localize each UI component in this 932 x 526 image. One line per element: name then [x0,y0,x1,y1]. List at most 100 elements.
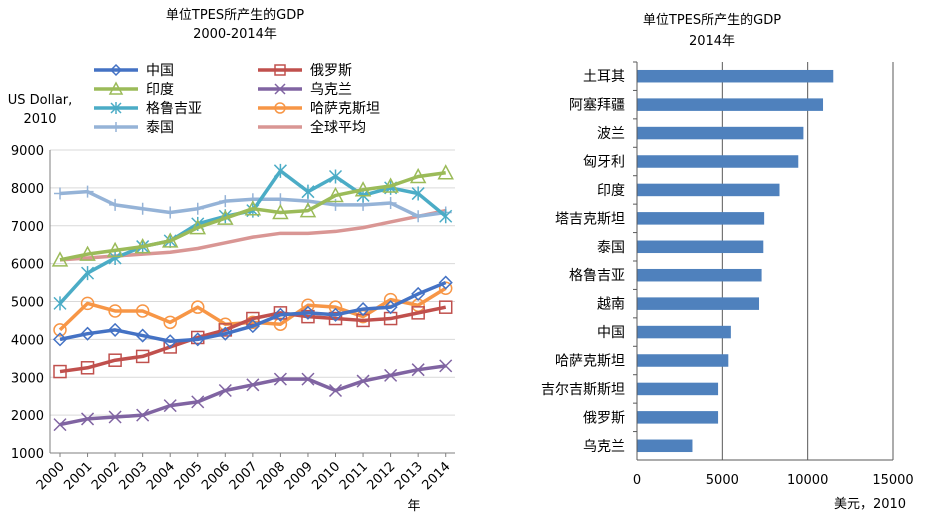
x-tick-label: 2010 [309,459,343,493]
data-point [110,102,122,114]
bar-chart-subtitle: 2014年 [689,34,735,49]
data-point [411,286,426,301]
data-point [439,359,453,373]
legend-label: 哈萨克斯坦 [310,101,380,117]
y-tick-label: 7000 [11,220,44,235]
legend-item: 乌克兰 [258,82,352,98]
legend-item: 俄罗斯 [258,63,352,79]
line-chart-subtitle: 2000-2014年 [193,27,277,42]
series-4 [53,359,453,432]
data-point [109,63,123,77]
data-point [189,219,207,235]
x-tick-label: 2002 [89,459,123,493]
data-point [108,410,122,424]
data-point [163,334,178,349]
series-7 [54,185,452,223]
data-point [411,306,425,320]
x-tick-label: 2013 [392,459,426,493]
category-label: 中国 [597,325,625,341]
data-point [301,184,315,199]
legend-label: 中国 [146,63,174,79]
data-point [356,374,370,388]
y-tick-label: 6000 [11,258,44,273]
x-tick-label: 2000 [34,459,68,493]
x-tick-label: 5000 [706,473,739,488]
bar [637,411,719,424]
data-point [354,181,372,197]
data-point [438,281,453,295]
bar [637,354,729,367]
x-axis-label: 年 [407,499,420,514]
bar [637,297,760,310]
x-tick-label: 2001 [61,459,95,493]
data-point [299,202,317,218]
bar [637,98,824,111]
category-label: 印度 [597,183,625,199]
y-tick-label: 5000 [11,296,44,311]
x-tick-label: 2009 [282,459,316,493]
series-1 [52,275,453,349]
data-point [412,210,425,223]
data-point [384,197,397,210]
legend-item: 印度 [94,81,174,98]
data-point [108,304,122,318]
data-point [409,167,427,184]
y-tick-label: 9000 [11,144,44,159]
data-point [274,83,286,95]
data-point [218,326,233,341]
data-point [245,319,260,334]
data-point [53,364,67,379]
series-line [59,170,446,262]
data-point [383,300,398,315]
category-label: 泰国 [597,240,625,256]
data-point [301,309,315,324]
category-label: 吉尔吉斯斯坦 [541,382,625,398]
data-point [191,395,205,409]
data-point [384,368,398,382]
legend-label: 泰国 [146,120,174,136]
data-point [328,169,343,184]
data-point [108,250,122,265]
data-point [108,322,123,337]
data-point [274,102,286,114]
x-tick-label: 2003 [116,459,150,493]
data-point [328,307,343,322]
data-point [191,300,205,314]
data-point [437,164,454,180]
bar [637,212,765,225]
series-line [59,364,446,427]
data-point [439,209,453,224]
line-chart-title: 单位TPES所产生的GDP [166,7,304,23]
data-point [80,296,95,311]
bar [637,382,719,396]
data-point [136,408,150,422]
data-point [79,245,96,261]
legend-label: 乌克兰 [310,82,352,98]
data-point [300,305,316,320]
line-chart-series [51,163,454,432]
data-point [80,361,95,375]
category-label: 塔吉克斯坦 [555,211,625,227]
data-point [52,332,68,347]
data-point [219,195,232,208]
category-label: 匈牙利 [583,155,625,171]
x-tick-label: 2005 [172,459,206,493]
series-3 [51,164,454,267]
series-line [59,280,447,344]
bar-chart-grid [721,62,894,460]
legend-item: 全球平均 [258,119,366,136]
series-line [58,286,447,332]
data-point [411,363,425,377]
bar-chart-title: 单位TPES所产生的GDP [643,12,781,28]
bar [637,155,799,168]
category-label: 乌克兰 [583,439,625,455]
category-label: 波兰 [597,126,625,142]
data-point [356,302,371,317]
category-label: 俄罗斯 [583,410,625,426]
legend-item: 哈萨克斯坦 [258,101,380,117]
category-label: 格鲁吉亚 [569,268,625,284]
data-point [438,300,453,314]
legend-label: 全球平均 [310,119,366,136]
data-point [163,315,177,330]
